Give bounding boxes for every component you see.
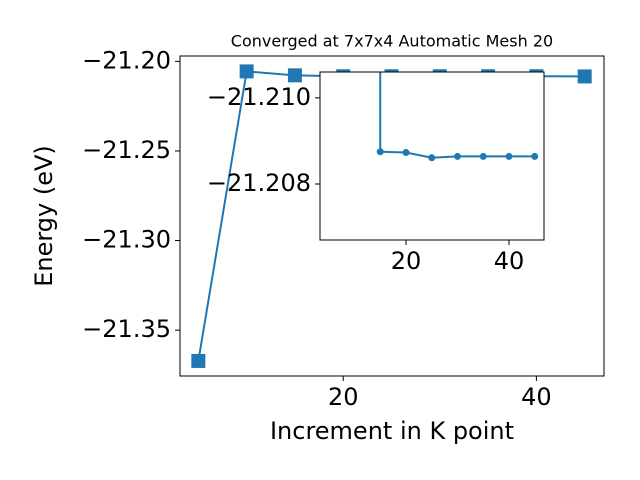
chart-title: Converged at 7x7x4 Automatic Mesh 20 bbox=[231, 32, 553, 51]
y-tick-label: −21.208 bbox=[207, 169, 311, 197]
y-tick-label: −21.210 bbox=[207, 83, 311, 111]
marker bbox=[402, 149, 410, 157]
y-tick-label: −21.30 bbox=[82, 226, 171, 254]
marker bbox=[453, 152, 461, 160]
marker bbox=[239, 64, 254, 79]
x-tick-label: 40 bbox=[521, 383, 552, 411]
axes-frame bbox=[319, 71, 545, 241]
plot-content bbox=[376, 8, 539, 162]
marker bbox=[505, 152, 513, 160]
y-tick-label: −21.35 bbox=[82, 315, 171, 343]
x-tick-label: 20 bbox=[328, 383, 359, 411]
x-tick-label: 20 bbox=[391, 247, 422, 275]
marker bbox=[287, 68, 302, 83]
marker bbox=[577, 69, 592, 84]
marker bbox=[377, 8, 384, 15]
y-axis-label: Energy (eV) bbox=[30, 145, 58, 287]
x-axis-label: Increment in K point bbox=[270, 417, 514, 445]
marker bbox=[191, 353, 206, 368]
y-tick-label: −21.25 bbox=[82, 136, 171, 164]
marker bbox=[479, 152, 487, 160]
axes-frame bbox=[179, 55, 605, 377]
marker bbox=[428, 154, 436, 162]
x-tick-label: 40 bbox=[494, 247, 525, 275]
line bbox=[379, 72, 535, 159]
marker bbox=[531, 152, 539, 160]
marker bbox=[376, 148, 384, 156]
y-tick-label: −21.20 bbox=[82, 46, 171, 74]
